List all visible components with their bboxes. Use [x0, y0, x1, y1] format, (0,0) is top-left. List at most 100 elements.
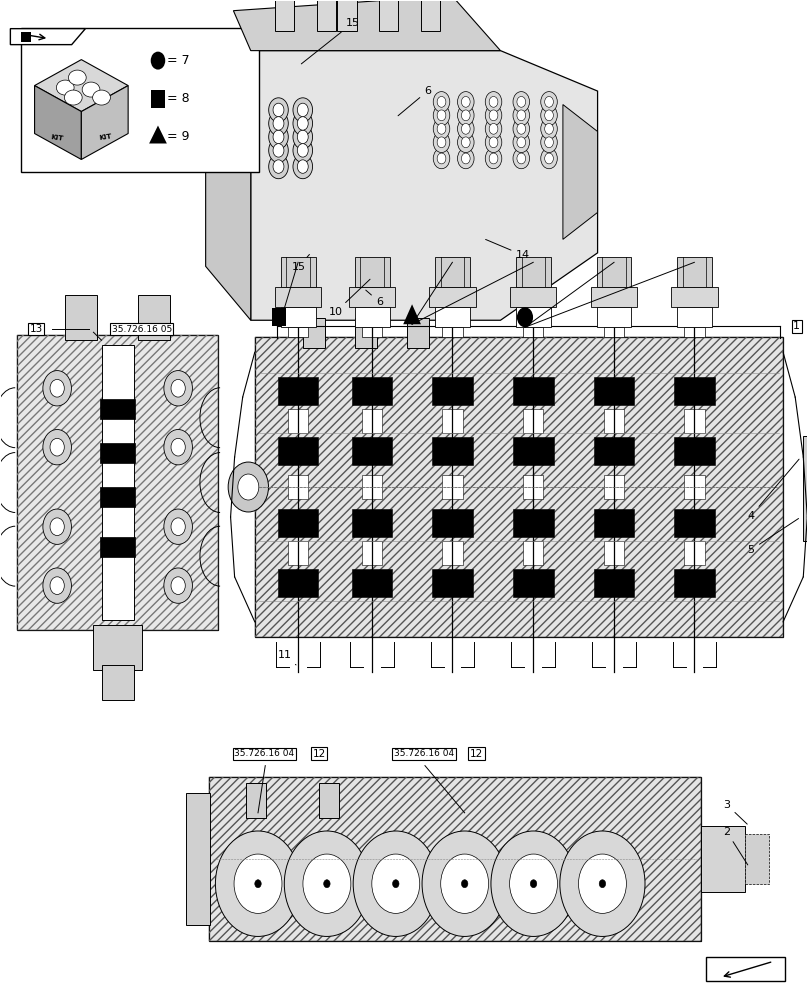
Circle shape — [433, 92, 450, 112]
Bar — [303, 318, 326, 348]
Bar — [278, 437, 318, 465]
Circle shape — [433, 148, 450, 169]
Circle shape — [293, 98, 313, 122]
Circle shape — [486, 105, 502, 126]
Circle shape — [486, 119, 502, 139]
Circle shape — [545, 137, 553, 148]
Bar — [677, 307, 712, 327]
Circle shape — [164, 568, 192, 603]
Circle shape — [353, 831, 439, 936]
Bar — [65, 295, 98, 340]
Circle shape — [273, 160, 284, 173]
Bar — [271, 308, 286, 326]
Circle shape — [433, 132, 450, 153]
Circle shape — [273, 103, 284, 117]
Circle shape — [541, 132, 558, 153]
Circle shape — [171, 518, 185, 536]
Ellipse shape — [93, 90, 111, 105]
Circle shape — [50, 518, 65, 536]
Circle shape — [437, 123, 446, 134]
Polygon shape — [706, 957, 785, 981]
Bar — [684, 327, 705, 337]
Bar — [100, 443, 136, 463]
Bar — [701, 826, 745, 892]
Bar — [596, 307, 632, 327]
Text: 4: 4 — [747, 459, 799, 521]
Polygon shape — [11, 29, 86, 45]
Bar — [355, 257, 389, 287]
Bar — [429, 287, 476, 307]
Bar — [677, 257, 712, 287]
Circle shape — [238, 474, 259, 500]
Text: 14: 14 — [486, 239, 530, 260]
Circle shape — [560, 831, 645, 936]
Circle shape — [297, 103, 308, 117]
Circle shape — [293, 125, 313, 149]
Circle shape — [513, 119, 529, 139]
Bar — [186, 793, 210, 925]
Bar — [362, 475, 382, 499]
Circle shape — [545, 96, 553, 107]
Bar — [523, 541, 543, 565]
Bar — [100, 537, 136, 557]
Polygon shape — [35, 60, 128, 112]
Bar — [684, 409, 705, 433]
Circle shape — [269, 154, 288, 179]
Bar — [288, 327, 309, 337]
Bar — [513, 437, 553, 465]
Circle shape — [530, 880, 537, 888]
Circle shape — [433, 105, 450, 126]
Bar — [255, 337, 783, 637]
Bar — [432, 437, 473, 465]
Bar — [280, 257, 316, 287]
Circle shape — [43, 371, 71, 406]
Circle shape — [171, 379, 185, 397]
Text: 35.726.16 04: 35.726.16 04 — [394, 749, 454, 758]
Bar — [432, 509, 473, 537]
Circle shape — [164, 429, 192, 465]
Circle shape — [489, 153, 498, 164]
Bar — [317, 0, 335, 31]
Bar — [21, 32, 31, 42]
Text: 11: 11 — [278, 650, 296, 665]
Polygon shape — [82, 86, 128, 159]
Circle shape — [513, 148, 529, 169]
Circle shape — [297, 117, 308, 130]
Circle shape — [372, 854, 419, 913]
Bar — [275, 0, 294, 31]
Circle shape — [541, 119, 558, 139]
Circle shape — [517, 137, 526, 148]
Bar — [351, 377, 393, 405]
Bar — [674, 569, 715, 597]
Bar — [351, 569, 393, 597]
Circle shape — [600, 880, 606, 888]
Bar — [351, 509, 393, 537]
Circle shape — [297, 144, 308, 157]
Circle shape — [489, 123, 498, 134]
Bar — [432, 377, 473, 405]
Circle shape — [216, 831, 301, 936]
Bar — [745, 834, 769, 884]
Circle shape — [513, 105, 529, 126]
Bar — [362, 327, 382, 337]
Polygon shape — [234, 0, 500, 51]
Text: 13: 13 — [30, 324, 43, 334]
Bar — [604, 327, 625, 337]
Bar — [278, 569, 318, 597]
Bar — [278, 509, 318, 537]
Circle shape — [297, 160, 308, 173]
Bar — [379, 0, 398, 31]
Circle shape — [273, 144, 284, 157]
Circle shape — [171, 577, 185, 594]
Bar — [355, 307, 389, 327]
Circle shape — [461, 110, 470, 121]
Bar — [442, 327, 462, 337]
Circle shape — [255, 880, 261, 888]
Circle shape — [457, 105, 474, 126]
Ellipse shape — [69, 70, 86, 85]
Bar — [604, 409, 625, 433]
Bar — [406, 318, 429, 348]
Bar — [349, 287, 395, 307]
Circle shape — [50, 379, 65, 397]
Bar — [246, 783, 266, 818]
